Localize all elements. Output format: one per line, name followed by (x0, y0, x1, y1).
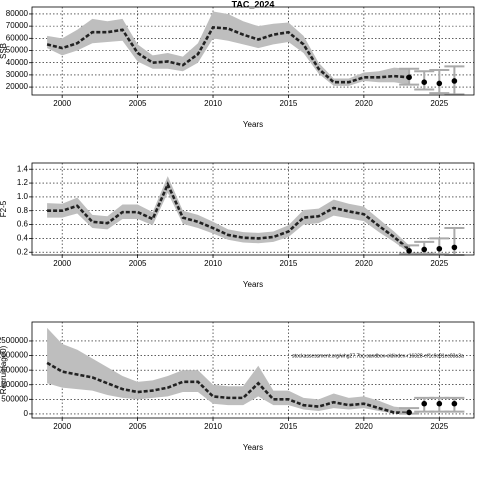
projection-point (406, 409, 412, 416)
projection-point (451, 78, 458, 84)
annotation: stockassessment.org/whg27.7bc-sandbox-ol… (292, 353, 464, 359)
y-tick-label: 80000 (6, 9, 29, 18)
x-tick-label: 2005 (129, 422, 147, 431)
y-tick-label: 60000 (6, 33, 29, 42)
y-tick-label: 0 (24, 409, 29, 418)
x-tick-label: 2015 (280, 422, 298, 431)
estimate-line (47, 181, 410, 251)
y-tick-label: 0.2 (17, 247, 29, 256)
x-tick-label: 2015 (280, 259, 298, 268)
x-tick-label: 2010 (204, 259, 222, 268)
x-axis-label: Years (243, 120, 263, 129)
confidence-band (47, 176, 410, 253)
y-tick-label: 30000 (6, 70, 29, 79)
y-tick-label: 40000 (6, 58, 29, 67)
projection-point (421, 79, 428, 86)
x-tick-label: 2025 (430, 99, 448, 108)
y-axis-label: Recruit(age0) (0, 345, 8, 394)
x-tick-label: 2000 (53, 259, 71, 268)
x-axis-label: Years (243, 443, 263, 452)
x-tick-label: 2020 (355, 422, 373, 431)
plot-box (31, 6, 475, 96)
x-tick-label: 2000 (53, 422, 71, 431)
chart-title: TAC_2024 (232, 0, 275, 9)
x-tick-label: 2015 (280, 99, 298, 108)
y-tick-label: 1500000 (0, 365, 29, 374)
projection-point (451, 400, 458, 407)
y-tick-label: 0.8 (17, 206, 29, 215)
y-tick-label: 1.4 (17, 164, 29, 173)
estimate-line (46, 25, 410, 84)
y-tick-label: 0.6 (17, 220, 29, 229)
projection-point (436, 245, 443, 252)
x-axis-label: Years (243, 280, 263, 289)
y-tick-label: 20000 (6, 82, 29, 91)
estimate-line (46, 361, 410, 415)
x-tick-label: 2020 (355, 99, 373, 108)
projection-point (436, 80, 443, 87)
projection-point (406, 74, 412, 81)
x-tick-label: 2020 (355, 259, 373, 268)
y-tick-label: 50000 (6, 46, 29, 55)
x-tick-label: 2000 (53, 99, 71, 108)
projection-point (436, 400, 443, 407)
x-tick-label: 2025 (430, 259, 448, 268)
plot-box (31, 162, 475, 256)
x-tick-label: 2005 (129, 99, 147, 108)
projection-point (421, 400, 428, 407)
x-tick-label: 2025 (430, 422, 448, 431)
projection-point (406, 248, 412, 254)
x-tick-label: 2010 (204, 422, 222, 431)
y-axis-label: F2-5 (0, 200, 8, 217)
x-tick-label: 2005 (129, 259, 147, 268)
y-tick-label: 70000 (6, 21, 29, 30)
y-tick-label: 1.2 (17, 178, 29, 187)
y-tick-label: 1.0 (17, 192, 29, 201)
y-tick-label: 0.4 (17, 234, 29, 243)
y-axis-label: SSB (0, 43, 8, 59)
projection-point (421, 246, 428, 253)
confidence-band (47, 327, 410, 414)
projection-point (451, 244, 458, 251)
y-tick-label: 2000000 (0, 351, 29, 360)
x-tick-label: 2010 (204, 99, 222, 108)
y-tick-label: 2500000 (0, 336, 29, 345)
plot-box (31, 321, 475, 419)
y-tick-label: 500000 (1, 394, 28, 403)
y-tick-label: 1000000 (0, 380, 29, 389)
